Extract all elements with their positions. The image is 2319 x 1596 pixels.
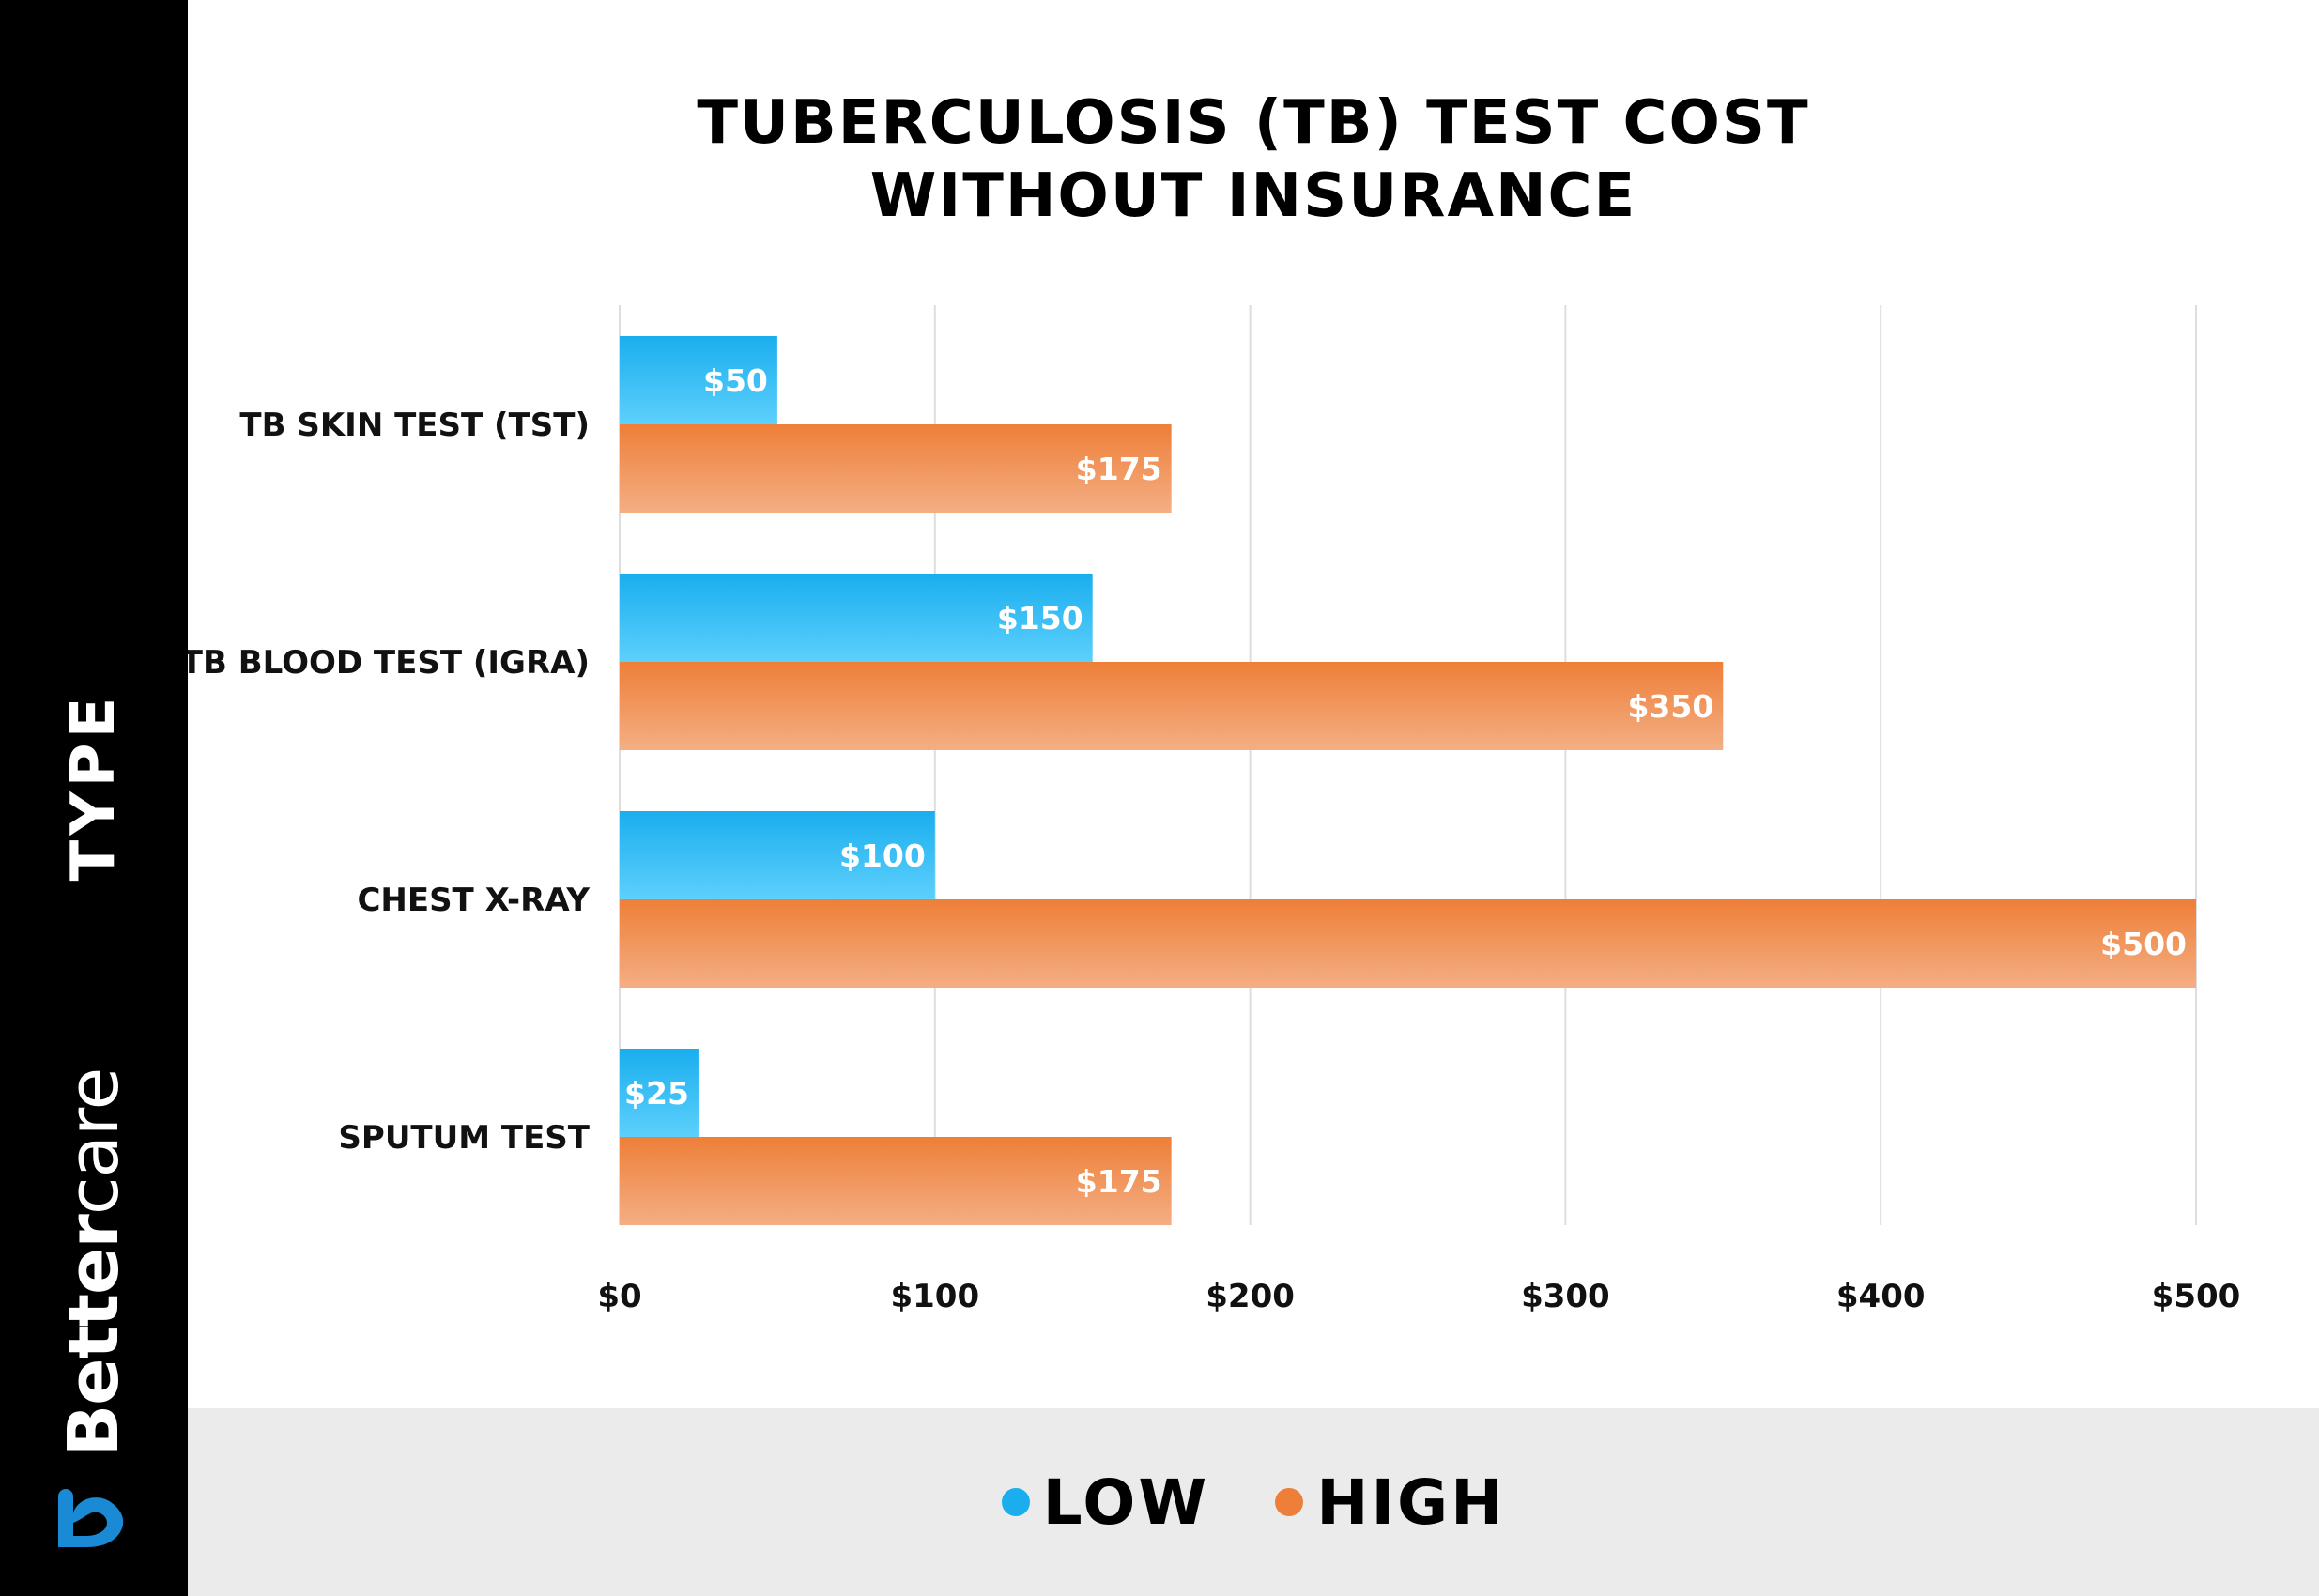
x-tick-label: $300 [1521, 1278, 1610, 1315]
bar-high [620, 1137, 1172, 1225]
legend-bar: LOW HIGH [188, 1408, 2319, 1596]
brand-name-bold: Better [54, 1215, 134, 1458]
chart-title: TUBERCULOSIS (TB) TEST COST WITHOUT INSU… [188, 86, 2319, 233]
chart-title-line-2: WITHOUT INSURANCE [869, 161, 1637, 231]
chart-panel: TUBERCULOSIS (TB) TEST COST WITHOUT INSU… [188, 0, 2319, 1596]
bar-value-label: $500 [2100, 926, 2187, 962]
bar-value-label: $150 [997, 600, 1083, 637]
heart-b-logo-icon [58, 1489, 124, 1547]
bar-low [620, 336, 777, 424]
brand-name-light: care [54, 1067, 134, 1216]
bar-chart-plot: $50 $175 $150 $350 $100 $500 $25 $175 TB SKIN T… [188, 305, 2240, 1315]
bar-value-label: $50 [703, 362, 768, 399]
x-tick-label: $500 [2152, 1278, 2241, 1315]
bar-high [620, 662, 1724, 750]
bar-high [620, 424, 1172, 513]
legend: LOW HIGH [188, 1408, 2319, 1596]
x-tick-labels: $0 $100 $200 $300 $400 $500 [597, 1278, 2240, 1315]
bar-low [620, 811, 935, 899]
x-tick-label: $200 [1206, 1278, 1295, 1315]
legend-label-low: LOW [1042, 1466, 1210, 1539]
category-label: TB BLOOD TEST (IGRA) [188, 644, 590, 682]
bar-value-label: $175 [1076, 451, 1162, 487]
x-tick-label: $100 [890, 1278, 979, 1315]
bar-value-label: $175 [1076, 1163, 1162, 1200]
brand-wordmark: Bettercare [54, 1068, 134, 1457]
category-label: TB SKIN TEST (TST) [239, 407, 590, 444]
chart-title-line-1: TUBERCULOSIS (TB) TEST COST [697, 88, 1810, 158]
x-tick-label: $400 [1836, 1278, 1926, 1315]
x-tick-label: $0 [597, 1278, 641, 1315]
bar-value-label: $350 [1627, 688, 1713, 725]
bar-high [620, 899, 2196, 988]
legend-label-high: HIGH [1316, 1466, 1506, 1539]
bar-low [620, 1049, 699, 1137]
bar-value-label: $100 [839, 837, 926, 874]
bars: $50 $175 $150 $350 $100 $500 $25 $175 [620, 336, 2196, 1225]
category-label: CHEST X-RAY [357, 882, 590, 919]
legend-dot-low [1001, 1488, 1030, 1516]
legend-item-high: HIGH [1275, 1466, 1505, 1539]
legend-item-low: LOW [1001, 1466, 1210, 1539]
y-axis-title: TYPE [59, 692, 129, 882]
sidebar: TYPE Bettercare [0, 0, 188, 1596]
legend-dot-high [1275, 1488, 1304, 1516]
category-label: SPUTUM TEST [338, 1119, 590, 1157]
bar-value-label: $25 [624, 1075, 689, 1112]
category-labels: TB SKIN TEST (TST) TB BLOOD TEST (IGRA) CH… [188, 407, 591, 1157]
bar-low [620, 574, 1093, 662]
